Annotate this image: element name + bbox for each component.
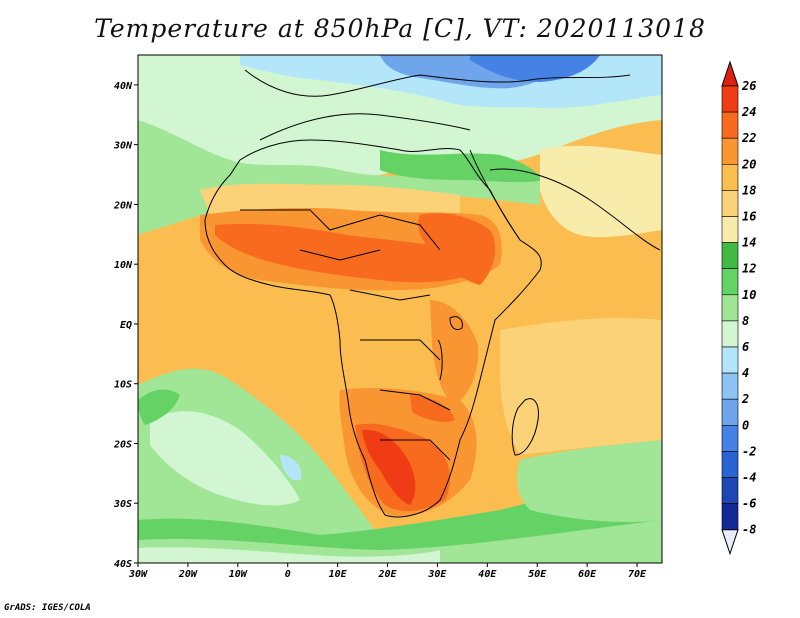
colorbar-swatch bbox=[721, 477, 739, 504]
grads-credit: GrADS: IGES/COLA bbox=[4, 603, 91, 613]
field-atlantic-green-n bbox=[138, 120, 540, 235]
lon-tick-label: 0 bbox=[285, 569, 291, 580]
colorbar-label: 6 bbox=[742, 340, 749, 354]
colorbar-swatch bbox=[721, 111, 739, 139]
colorbar-swatch bbox=[721, 164, 739, 191]
lon-tick-label: 30W bbox=[128, 569, 148, 580]
colorbar-swatch bbox=[721, 294, 739, 322]
field-kalahari-hottest bbox=[362, 429, 416, 505]
lat-tick-label: 30N bbox=[113, 141, 133, 152]
colorbar-label: 4 bbox=[742, 366, 749, 380]
field-south-ocean-blue bbox=[138, 547, 440, 563]
colorbar-label: -6 bbox=[742, 497, 756, 511]
field-sahel-hotter bbox=[215, 223, 480, 283]
colorbar-label: 26 bbox=[741, 79, 756, 93]
lat-tick-label: 20N bbox=[113, 200, 133, 211]
colorbar-swatch bbox=[721, 137, 739, 165]
axis-ticks: 30W 20W 10W 0 10E 20E 30E 40E 50E 60E 70E 40N 30N 20N… bbox=[113, 81, 647, 580]
field-north-green bbox=[380, 150, 545, 183]
europe-coast bbox=[244, 69, 631, 97]
field-greatlakes bbox=[430, 300, 479, 405]
lat-tick-label: 40S bbox=[114, 559, 132, 570]
colorbar-swatch bbox=[721, 424, 739, 452]
colorbar-bottom-arrow bbox=[721, 529, 739, 556]
coastlines bbox=[204, 69, 661, 518]
colorbar-label: 16 bbox=[742, 210, 756, 224]
lon-tick-label: 50E bbox=[528, 569, 547, 580]
colorbar-label: 22 bbox=[741, 131, 756, 145]
colorbar-swatch bbox=[721, 346, 739, 374]
map-title: Temperature at 850hPa [C], VT: 202011301… bbox=[94, 14, 706, 43]
field-zambezi-hot bbox=[410, 395, 455, 423]
lon-tick-label: 10W bbox=[229, 569, 248, 580]
lat-tick-label: 20S bbox=[113, 439, 132, 450]
lake-tanganyika bbox=[437, 339, 443, 381]
colorbar-swatch bbox=[721, 242, 739, 270]
colorbar-label: 12 bbox=[742, 262, 756, 276]
colorbar-label: 0 bbox=[742, 418, 749, 432]
colorbar-label: -8 bbox=[742, 523, 756, 537]
colorbar-swatch bbox=[721, 85, 739, 113]
lon-tick-label: 70E bbox=[628, 569, 647, 580]
lake-victoria bbox=[449, 316, 463, 331]
colorbar-label: 2 bbox=[741, 392, 749, 406]
field-indian-south-green bbox=[517, 440, 662, 522]
colorbar-swatch bbox=[721, 190, 739, 217]
field-atlantic-blue-spot bbox=[280, 455, 302, 481]
field-arabia-yellow bbox=[540, 145, 662, 238]
lon-tick-label: 20W bbox=[178, 569, 198, 580]
colorbar-swatch bbox=[721, 216, 739, 243]
lon-tick-label: 30E bbox=[427, 569, 447, 580]
map-field bbox=[138, 55, 662, 563]
colorbar-swatch bbox=[721, 503, 739, 531]
sahel-border bbox=[240, 209, 451, 461]
colorbar-swatch bbox=[721, 451, 739, 478]
lon-tick-label: 40E bbox=[478, 569, 497, 580]
field-east-africa-hot bbox=[418, 213, 496, 285]
lon-tick-label: 10E bbox=[329, 569, 348, 580]
madagascar-coast bbox=[511, 398, 539, 456]
med-coast bbox=[259, 113, 471, 141]
field-sahara-light bbox=[200, 183, 460, 215]
colorbar-swatch bbox=[721, 268, 739, 296]
colorbar-label: 18 bbox=[742, 183, 756, 197]
colorbar-top-arrow bbox=[721, 60, 739, 87]
lon-tick-label: 20E bbox=[377, 569, 397, 580]
colorbar-swatch bbox=[721, 398, 739, 426]
lat-tick-label: 30S bbox=[113, 499, 132, 510]
colorbar-label: 8 bbox=[742, 314, 749, 328]
lon-tick-label: 60E bbox=[578, 569, 597, 580]
colorbar-label: -2 bbox=[742, 444, 756, 458]
field-atlantic-pale bbox=[150, 411, 300, 506]
africa-coastline bbox=[204, 139, 542, 518]
colorbar-swatch bbox=[721, 320, 739, 348]
colorbar-label: 10 bbox=[742, 288, 756, 302]
lat-tick-label: 40N bbox=[114, 81, 133, 92]
colorbar-label: 20 bbox=[741, 157, 756, 171]
lat-tick-label: 10S bbox=[114, 380, 132, 391]
colorbar-label: 14 bbox=[742, 236, 756, 250]
field-indian-light bbox=[500, 318, 662, 455]
colorbar-label: 24 bbox=[741, 105, 756, 119]
colorbar-swatch bbox=[721, 372, 739, 400]
red-sea-coast bbox=[469, 149, 521, 241]
map-frame bbox=[137, 54, 663, 564]
colorbar-label: -4 bbox=[742, 471, 756, 485]
field-atlantic-darker-green bbox=[138, 389, 180, 425]
lat-tick-label: EQ bbox=[120, 320, 132, 331]
lat-tick-label: 10N bbox=[114, 260, 133, 271]
arabia-coast bbox=[489, 168, 661, 251]
field-caucasus-blue bbox=[470, 55, 600, 82]
